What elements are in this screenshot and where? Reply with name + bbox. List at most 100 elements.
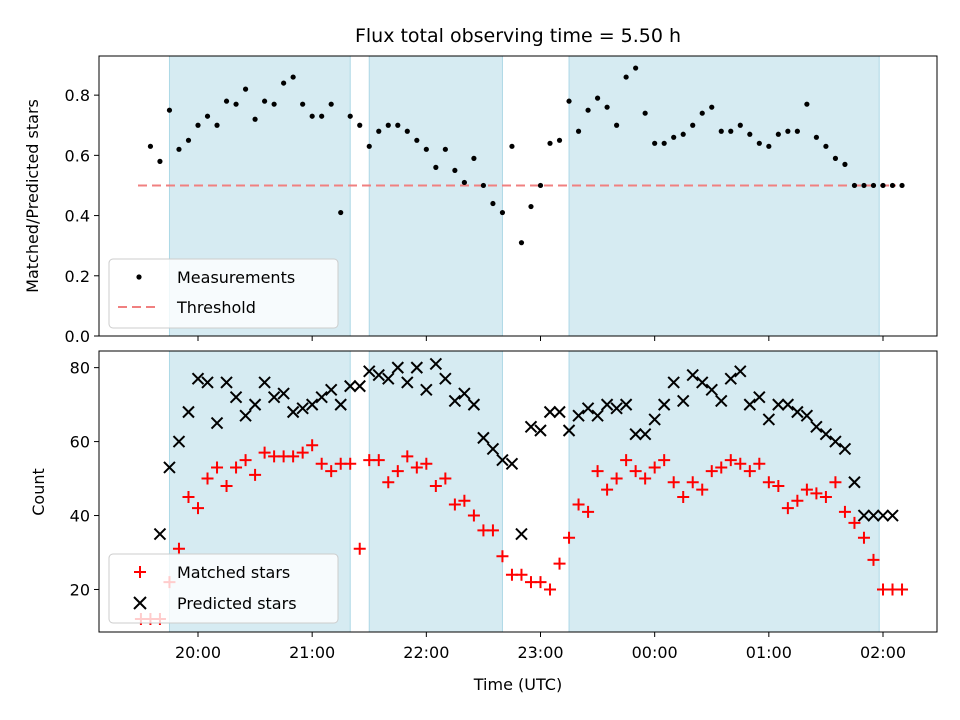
predicted-star-point bbox=[439, 372, 452, 385]
predicted-star-point bbox=[448, 394, 462, 408]
predicted-star-point bbox=[239, 409, 252, 422]
matched-star-point bbox=[296, 446, 309, 459]
measurement-point bbox=[518, 240, 525, 246]
matched-star-point bbox=[658, 454, 671, 467]
matched-star-point bbox=[896, 583, 909, 596]
y-tick-label: 0.2 bbox=[65, 267, 90, 286]
measurement-point bbox=[404, 128, 410, 134]
measurement-point bbox=[680, 131, 686, 137]
measurement-point bbox=[347, 113, 353, 119]
matched-star-point bbox=[353, 542, 366, 555]
matched-star-point bbox=[287, 450, 300, 463]
measurement-point bbox=[870, 182, 877, 189]
matched-star-point bbox=[220, 479, 233, 492]
y-tick-label: 40 bbox=[70, 507, 90, 526]
predicted-star-point bbox=[515, 527, 528, 541]
predicted-star-point bbox=[172, 435, 186, 448]
matched-star-point bbox=[724, 454, 737, 467]
predicted-star-point bbox=[657, 398, 671, 411]
predicted-star-point bbox=[534, 424, 547, 437]
matched-star-point bbox=[620, 454, 633, 467]
top-y-axis-label: Matched/Predicted stars bbox=[23, 99, 42, 293]
predicted-star-point bbox=[696, 376, 709, 389]
predicted-star-point bbox=[420, 383, 433, 397]
matched-star-point bbox=[572, 498, 585, 511]
matched-star-point bbox=[420, 457, 433, 470]
predicted-star-point bbox=[667, 376, 680, 389]
predicted-star-point bbox=[876, 509, 890, 522]
y-tick-label: 0.6 bbox=[65, 146, 90, 165]
matched-star-point bbox=[544, 583, 557, 596]
matched-star-point bbox=[458, 494, 471, 507]
predicted-star-point bbox=[467, 398, 481, 411]
matched-star-point bbox=[211, 461, 224, 474]
predicted-star-point bbox=[553, 405, 566, 419]
matched-star-point bbox=[315, 457, 328, 470]
matched-star-point bbox=[410, 461, 423, 474]
matched-star-point bbox=[781, 502, 794, 515]
measurement-point bbox=[195, 122, 201, 128]
measurement-point bbox=[575, 128, 582, 134]
predicted-star-point bbox=[258, 376, 271, 389]
threshold-legend-label: Threshold bbox=[176, 298, 256, 317]
predicted-star-point bbox=[477, 431, 490, 445]
matched-star-point bbox=[677, 491, 690, 504]
predicted-star-point bbox=[524, 420, 538, 434]
matched-star-point bbox=[667, 476, 680, 489]
measurement-point bbox=[747, 131, 753, 137]
measurement-point bbox=[851, 182, 858, 189]
predicted-star-point bbox=[829, 435, 842, 448]
predicted-star-point bbox=[648, 413, 661, 426]
measurement-point bbox=[309, 113, 315, 119]
predicted-star-point bbox=[429, 357, 443, 371]
top-axes-frame bbox=[98, 55, 938, 337]
matched-star-point bbox=[192, 502, 204, 515]
measurement-point bbox=[766, 143, 772, 149]
predicted-star-point bbox=[886, 509, 899, 522]
predicted-star-point bbox=[810, 420, 823, 434]
predicted-star-point bbox=[286, 405, 300, 419]
predicted-star-point bbox=[344, 379, 357, 393]
measurement-point bbox=[271, 101, 277, 107]
bottom-legend: Matched stars Predicted stars bbox=[108, 553, 339, 624]
predicted-star-point bbox=[800, 409, 814, 422]
measurement-point bbox=[794, 128, 800, 134]
measurement-point bbox=[633, 65, 639, 71]
measurement-point bbox=[556, 137, 563, 143]
predicted-star-point bbox=[372, 368, 385, 382]
matched-star-point bbox=[382, 476, 395, 489]
measurement-point bbox=[423, 146, 429, 152]
measurement-point bbox=[690, 122, 696, 128]
measurement-point bbox=[252, 116, 258, 122]
matched-star-point bbox=[696, 483, 709, 496]
predicted-star-point bbox=[781, 398, 795, 411]
measurement-point bbox=[376, 128, 382, 134]
measurement-point bbox=[176, 146, 182, 152]
matched-star-point bbox=[325, 465, 338, 478]
measurement-point bbox=[185, 137, 192, 143]
predicted-star-point bbox=[163, 461, 176, 474]
measurement-point bbox=[490, 200, 496, 207]
measurement-point bbox=[290, 74, 296, 80]
matched-stars-legend-marker bbox=[134, 566, 146, 578]
measurement-point bbox=[442, 146, 448, 152]
matched-star-point bbox=[648, 461, 661, 474]
predicted-star-point bbox=[791, 405, 804, 419]
predicted-star-point bbox=[619, 398, 633, 411]
measurement-point bbox=[842, 161, 848, 167]
measurement-point bbox=[157, 158, 163, 164]
predicted-star-point bbox=[220, 376, 233, 389]
measurement-point bbox=[709, 104, 715, 110]
x-axis-label: Time (UTC) bbox=[473, 675, 562, 694]
matched-star-point bbox=[306, 439, 319, 452]
measurement-point bbox=[614, 122, 620, 128]
measurement-point bbox=[823, 143, 829, 149]
measurement-point bbox=[452, 167, 458, 174]
measurement-point bbox=[480, 182, 487, 189]
measurement-point bbox=[433, 164, 439, 170]
predicted-star-point bbox=[410, 361, 424, 374]
measurement-point bbox=[547, 140, 553, 146]
y-tick-label: 0.4 bbox=[65, 207, 90, 226]
measurement-point bbox=[414, 137, 420, 143]
y-tick-label: 0.8 bbox=[65, 86, 90, 105]
